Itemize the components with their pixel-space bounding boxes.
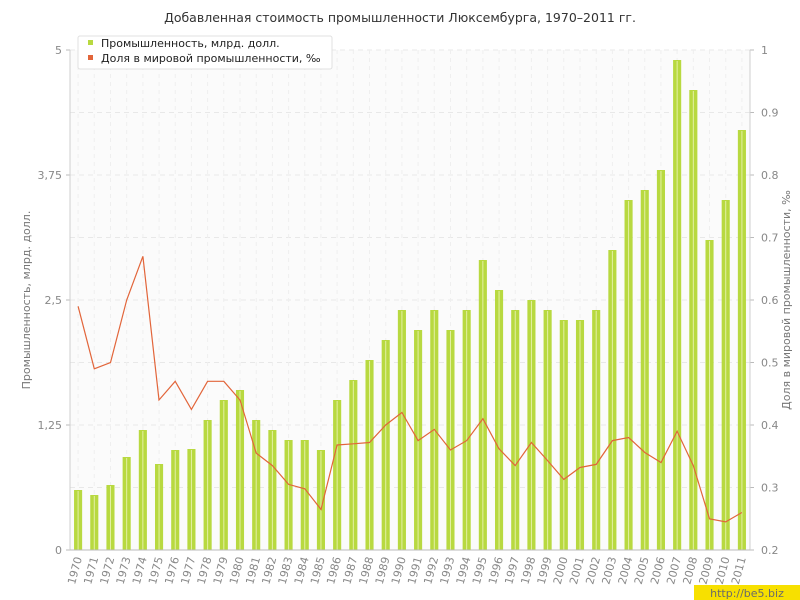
- y-tick-right: 0.9: [761, 107, 779, 120]
- y-tick-right: 1: [761, 44, 768, 57]
- y-tick-left: 0: [55, 544, 62, 557]
- legend-label-bars: Промышленность, млрд. долл.: [101, 37, 280, 50]
- watermark-bg: [694, 585, 800, 600]
- y-tick-right: 0.5: [761, 357, 779, 370]
- y-tick-left: 5: [55, 44, 62, 57]
- line-series: [77, 256, 743, 523]
- y-tick-right: 0.6: [761, 294, 779, 307]
- y-tick-right: 0.8: [761, 169, 779, 182]
- y-axis-right-label: Доля в мировой промышленности, ‰: [780, 190, 793, 410]
- legend-swatch-bars: [88, 40, 93, 45]
- y-axis-left-label: Промышленность, млрд. долл.: [20, 211, 33, 390]
- plot-area: [70, 50, 750, 550]
- legend-swatch-line: [88, 55, 93, 60]
- y-tick-left: 3,75: [38, 169, 63, 182]
- y-tick-right: 0.3: [761, 482, 779, 495]
- y-tick-left: 2,5: [45, 294, 63, 307]
- legend-box: [77, 35, 333, 70]
- y-tick-right: 0.4: [761, 419, 779, 432]
- watermark[interactable]: http://be5.biz: [694, 585, 800, 600]
- y-tick-right: 0.2: [761, 544, 779, 557]
- y-tick-right: 0.7: [761, 232, 779, 245]
- y-tick-left: 1,25: [38, 419, 63, 432]
- chart-title: Добавленная стоимость промышленности Люк…: [164, 10, 636, 25]
- line-path: [77, 256, 743, 523]
- watermark-link[interactable]: http://be5.biz: [710, 587, 784, 600]
- legend-label-line: Доля в мировой промышленности, ‰: [101, 52, 321, 65]
- axes: 01,252,53,7550.20.30.40.50.60.70.80.9119…: [38, 44, 779, 586]
- legend: Промышленность, млрд. долл. Доля в миров…: [77, 35, 333, 70]
